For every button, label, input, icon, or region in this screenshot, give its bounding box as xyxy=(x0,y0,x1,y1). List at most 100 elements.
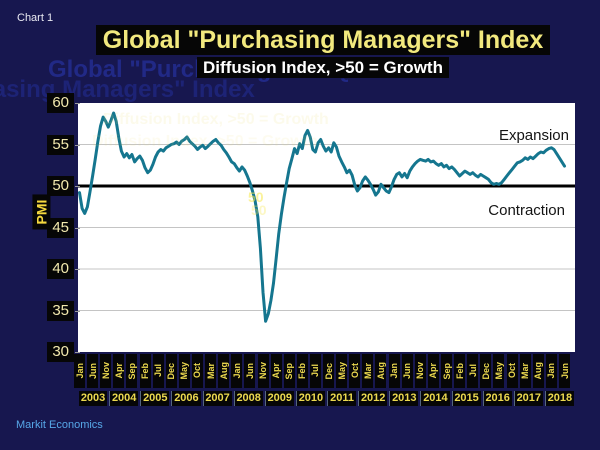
x-tick-month: Feb xyxy=(139,354,151,388)
x-tick-month-label: Jul xyxy=(310,364,321,378)
page-subtitle: Diffusion Index, >50 = Growth xyxy=(197,57,449,78)
y-tick-mark xyxy=(75,227,80,229)
ghost-title-artifact-2: Global "Purchasing Managers" Index xyxy=(0,76,255,103)
x-tick-year-2005: 2005 xyxy=(140,391,170,406)
y-tick-label-35: 35 xyxy=(47,300,74,321)
x-tick-year-2017: 2017 xyxy=(513,391,543,406)
x-tick-month-label: Jun xyxy=(559,362,570,379)
x-tick-month: Aug xyxy=(532,354,544,388)
x-tick-month: Nov xyxy=(257,354,269,388)
x-tick-month-label: Apr xyxy=(428,363,439,379)
x-tick-month: Apr xyxy=(270,354,282,388)
x-tick-month: Sep xyxy=(126,354,138,388)
x-tick-month-label: Mar xyxy=(205,362,216,379)
x-tick-year-2006: 2006 xyxy=(171,391,201,406)
x-tick-month-label: May xyxy=(179,362,190,380)
y-tick-mark xyxy=(75,186,80,187)
x-tick-month-label: Apr xyxy=(113,363,124,379)
x-tick-month: Jul xyxy=(309,354,321,388)
x-tick-month-label: Mar xyxy=(520,362,531,379)
plot-area: Diffusion Index, >50 = Growth Diffusion … xyxy=(78,103,575,352)
x-tick-month-label: Nov xyxy=(100,362,111,380)
x-tick-month: Feb xyxy=(454,354,466,388)
y-tick-label-45: 45 xyxy=(47,217,74,238)
x-tick-month: Nov xyxy=(100,354,112,388)
x-tick-month-label: Sep xyxy=(441,362,452,380)
x-tick-month: Jul xyxy=(152,354,164,388)
y-tick-label-50: 50 xyxy=(47,176,74,196)
contraction-label: Contraction xyxy=(488,202,565,219)
x-tick-month: Jan xyxy=(545,354,557,388)
x-tick-month: Jan xyxy=(388,354,400,388)
x-tick-year-2003: 2003 xyxy=(79,391,108,406)
x-tick-year-2012: 2012 xyxy=(358,391,388,406)
y-tick-mark xyxy=(75,144,80,146)
x-tick-year-2018: 2018 xyxy=(544,391,574,406)
x-tick-year-2010: 2010 xyxy=(295,391,325,406)
x-tick-month: Oct xyxy=(349,354,361,388)
x-tick-year-2014: 2014 xyxy=(420,391,450,406)
source-credit: Markit Economics xyxy=(16,419,103,431)
x-tick-month: Aug xyxy=(375,354,387,388)
x-tick-month: Jan xyxy=(231,354,243,388)
x-tick-month-label: Feb xyxy=(454,362,465,379)
x-tick-month-label: Mar xyxy=(362,362,373,379)
x-tick-month-label: Jul xyxy=(467,364,478,378)
x-tick-month: Dec xyxy=(165,354,177,388)
y-tick-mark xyxy=(75,310,80,312)
x-tick-year-2008: 2008 xyxy=(233,391,263,406)
x-tick-month-label: Jan xyxy=(231,363,242,379)
x-tick-month: Sep xyxy=(283,354,295,388)
y-tick-mark xyxy=(75,352,80,353)
x-tick-month: Jun xyxy=(401,354,413,388)
x-tick-month: Jun xyxy=(244,354,256,388)
x-tick-year-2013: 2013 xyxy=(389,391,419,406)
x-tick-month-label: Oct xyxy=(507,363,518,379)
x-tick-month: Aug xyxy=(218,354,230,388)
x-tick-month: Dec xyxy=(480,354,492,388)
x-tick-month-label: Nov xyxy=(258,362,268,380)
x-tick-month: Jan xyxy=(74,354,85,388)
subtitle-row: Diffusion Index, >50 = Growth xyxy=(46,57,600,78)
x-tick-month-label: Dec xyxy=(166,362,177,380)
x-tick-month-label: Apr xyxy=(271,363,282,379)
x-tick-month: Mar xyxy=(205,354,217,388)
x-axis-year-labels: 2003 2004 2005 2006 2007 2008 2009 2010 2011 2012… xyxy=(78,391,575,406)
x-tick-month-label: Dec xyxy=(480,362,491,380)
title-row: Global "Purchasing Managers" Index xyxy=(46,25,600,55)
x-tick-year-2016: 2016 xyxy=(482,391,512,406)
x-tick-month-label: Jan xyxy=(546,363,557,379)
x-tick-month-label: Jun xyxy=(244,362,255,379)
x-tick-month: Jun xyxy=(87,354,99,388)
x-tick-month: Sep xyxy=(441,354,453,388)
expansion-label: Expansion xyxy=(498,127,569,144)
x-tick-month-label: Dec xyxy=(323,362,334,380)
x-tick-month: May xyxy=(178,354,190,388)
x-tick-month: Mar xyxy=(362,354,374,388)
x-tick-month: Dec xyxy=(323,354,335,388)
x-tick-month-label: May xyxy=(336,362,347,380)
x-tick-month: Apr xyxy=(427,354,439,388)
page-title: Global "Purchasing Managers" Index xyxy=(95,25,551,55)
y-tick-mark xyxy=(75,269,80,270)
x-tick-month-label: Jun xyxy=(402,362,413,379)
x-tick-year-2015: 2015 xyxy=(451,391,481,406)
y-tick-label-60: 60 xyxy=(47,93,74,113)
x-tick-month-label: Nov xyxy=(415,362,426,380)
y-tick-label-30: 30 xyxy=(47,342,74,362)
x-tick-year-2011: 2011 xyxy=(327,391,357,406)
y-tick-label-55: 55 xyxy=(47,134,74,155)
x-tick-month-label: Sep xyxy=(126,362,137,380)
x-tick-month-label: Jan xyxy=(389,363,400,379)
pmi-line-chart xyxy=(78,111,575,323)
x-tick-month-label: May xyxy=(493,362,504,380)
x-tick-month: Oct xyxy=(191,354,203,388)
x-tick-month-label: Jul xyxy=(153,364,164,378)
x-tick-year-2007: 2007 xyxy=(202,391,232,406)
x-axis-month-labels: Jan Jun Nov Apr Sep Feb Jul Dec May Oct Mar Aug Jan J… xyxy=(74,354,575,389)
x-tick-month-label: Jun xyxy=(87,362,98,379)
x-tick-month: Jul xyxy=(467,354,479,388)
x-tick-month: Apr xyxy=(113,354,125,388)
x-tick-month-label: Jan xyxy=(74,363,85,379)
